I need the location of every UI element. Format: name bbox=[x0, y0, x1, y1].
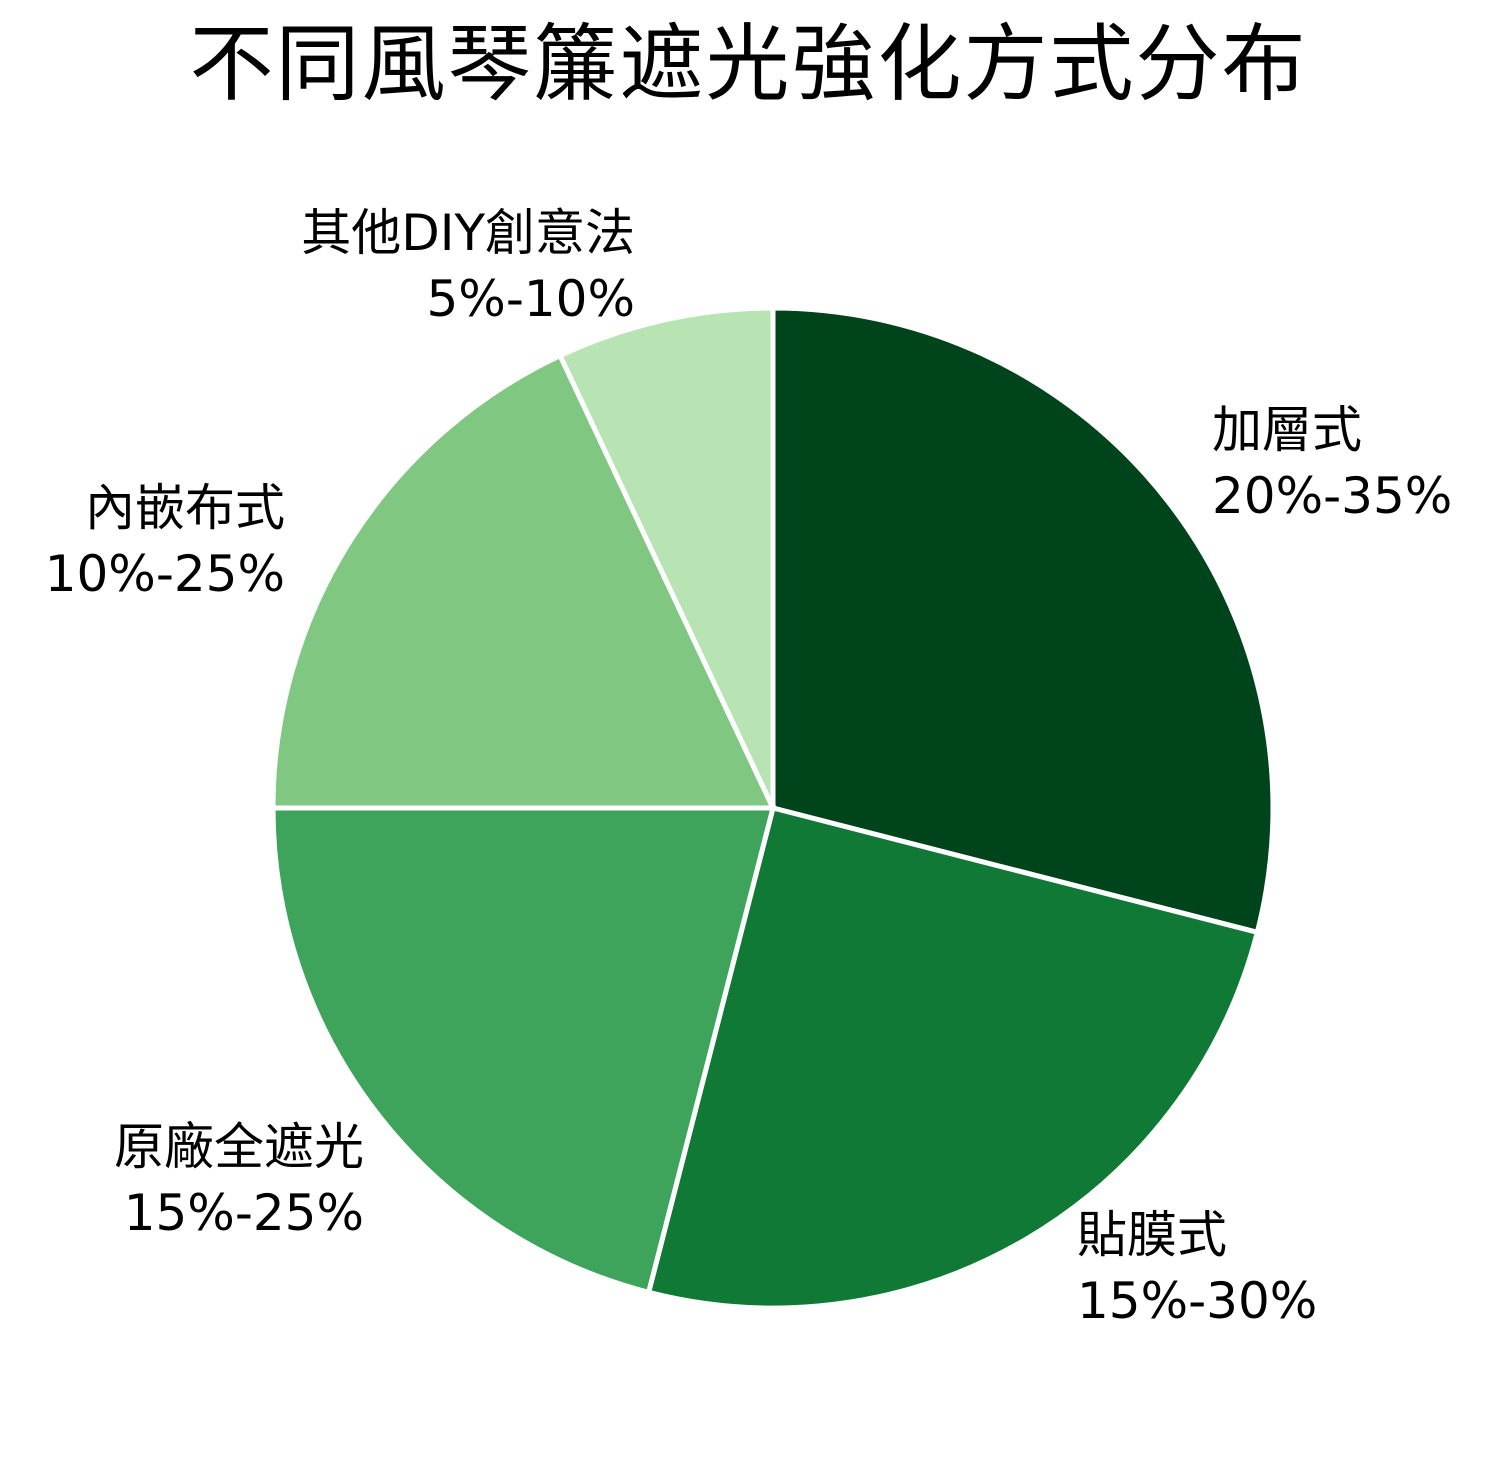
slice-label-other-diy: 其他DIY創意法 5%-10% bbox=[301, 200, 635, 332]
slice-name: 貼膜式 bbox=[1077, 1206, 1227, 1264]
slice-name: 內嵌布式 bbox=[85, 479, 285, 537]
chart-title: 不同風琴簾遮光強化方式分布 bbox=[189, 15, 1308, 113]
slice-range: 20%-35% bbox=[1212, 467, 1453, 525]
slice-range: 10%-25% bbox=[44, 545, 285, 603]
pie-slice-embedded-fabric bbox=[270, 352, 777, 811]
slice-label-embedded-fabric: 內嵌布式 10%-25% bbox=[45, 475, 285, 607]
slice-label-layered: 加層式 20%-35% bbox=[1212, 397, 1452, 529]
pie-slice-layered bbox=[770, 305, 1276, 936]
slice-name: 原廠全遮光 bbox=[114, 1118, 364, 1176]
slice-label-film: 貼膜式 15%-30% bbox=[1077, 1202, 1317, 1334]
slice-range: 15%-30% bbox=[1077, 1272, 1318, 1330]
pie-slice-factory-blackout bbox=[270, 805, 777, 1296]
pie-slice-film bbox=[645, 804, 1261, 1311]
slice-range: 15%-25% bbox=[123, 1184, 364, 1242]
slice-name: 加層式 bbox=[1212, 401, 1362, 459]
pie-slice-other-diy bbox=[556, 305, 776, 810]
slice-label-factory-blackout: 原廠全遮光 15%-25% bbox=[114, 1114, 364, 1246]
slice-range: 5%-10% bbox=[426, 270, 636, 328]
slice-name: 其他DIY創意法 bbox=[301, 204, 635, 262]
